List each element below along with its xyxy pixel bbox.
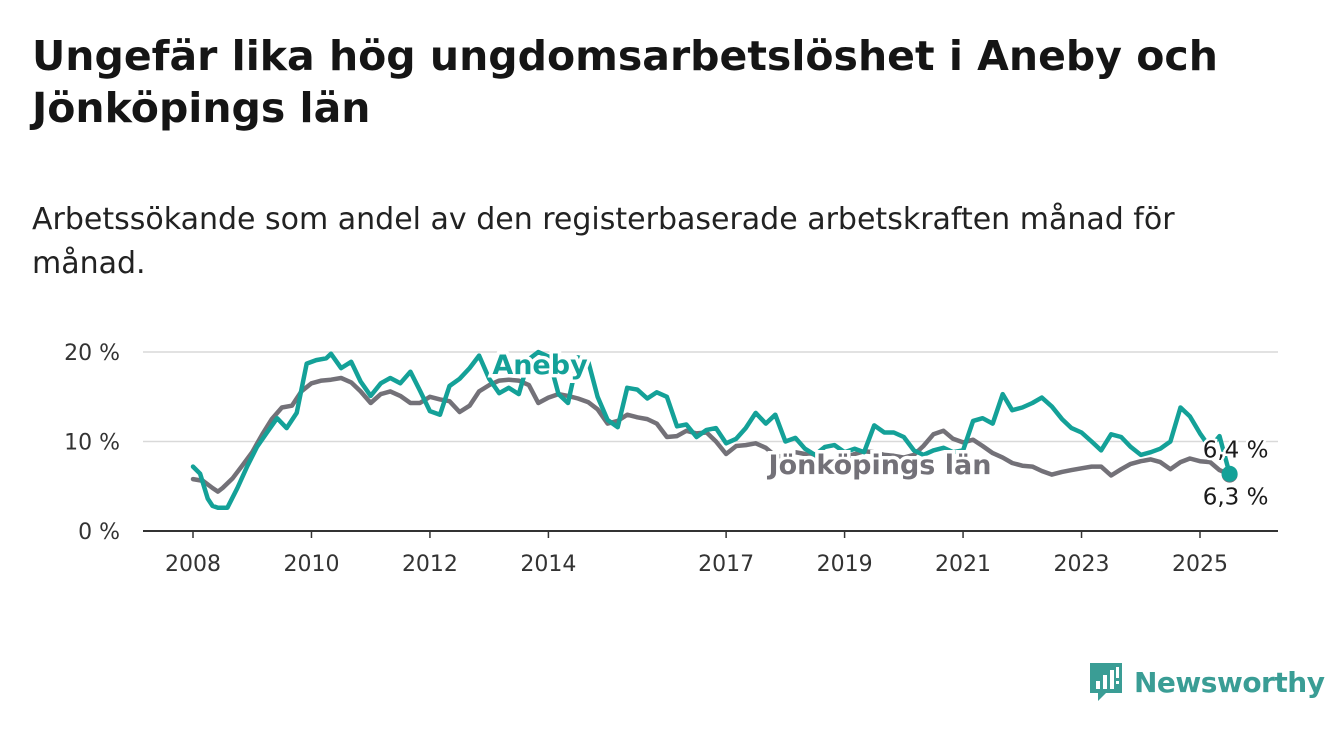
- series-line-jonkopings-lan: [190, 375, 1232, 494]
- newsworthy-logo-text: Newsworthy: [1134, 665, 1325, 699]
- x-tick-label: 2012: [402, 552, 458, 577]
- series-name-label: Aneby: [492, 350, 588, 381]
- x-tick-label: 2023: [1054, 552, 1110, 577]
- y-tick-label: 0 %: [78, 520, 120, 545]
- x-tick-label: 2021: [935, 552, 991, 577]
- y-axis-tick-labels: 0 % 10 % 20 %: [64, 341, 120, 545]
- x-tick-label: 2025: [1172, 552, 1228, 577]
- line-chart: 0 % 10 % 20 % 2008 2010 2012 2014 2017 2019 2021…: [64, 341, 1278, 577]
- series-labels: 6,3 % 6,4 % Aneby Jönköpings län: [489, 347, 1271, 514]
- x-tick-label: 2017: [698, 552, 754, 577]
- series-name-label: Jönköpings län: [767, 450, 992, 481]
- chart-title: Ungefär lika hög ungdomsarbetslöshet i A…: [32, 32, 1218, 132]
- x-tick-label: 2019: [817, 552, 873, 577]
- x-tick-label: 2010: [283, 552, 339, 577]
- x-tick-label: 2008: [165, 552, 221, 577]
- chart-subtitle: Arbetssökande som andel av den registerb…: [32, 202, 1175, 281]
- series-end-value-label: 6,4 %: [1203, 438, 1269, 464]
- newsworthy-logo: Newsworthy: [1088, 660, 1325, 704]
- newsworthy-chart-bubble-icon: [1090, 663, 1122, 701]
- y-tick-label: 20 %: [64, 341, 120, 366]
- x-tick-label: 2014: [520, 552, 576, 577]
- series-lines: [190, 349, 1238, 510]
- series-end-value-label: 6,3 %: [1203, 485, 1269, 511]
- series-line-aneby: [190, 349, 1232, 510]
- x-axis-tick-labels: 2008 2010 2012 2014 2017 2019 2021 2023 2025: [165, 531, 1228, 577]
- y-tick-label: 10 %: [64, 431, 120, 456]
- series-end-point: [1221, 465, 1238, 482]
